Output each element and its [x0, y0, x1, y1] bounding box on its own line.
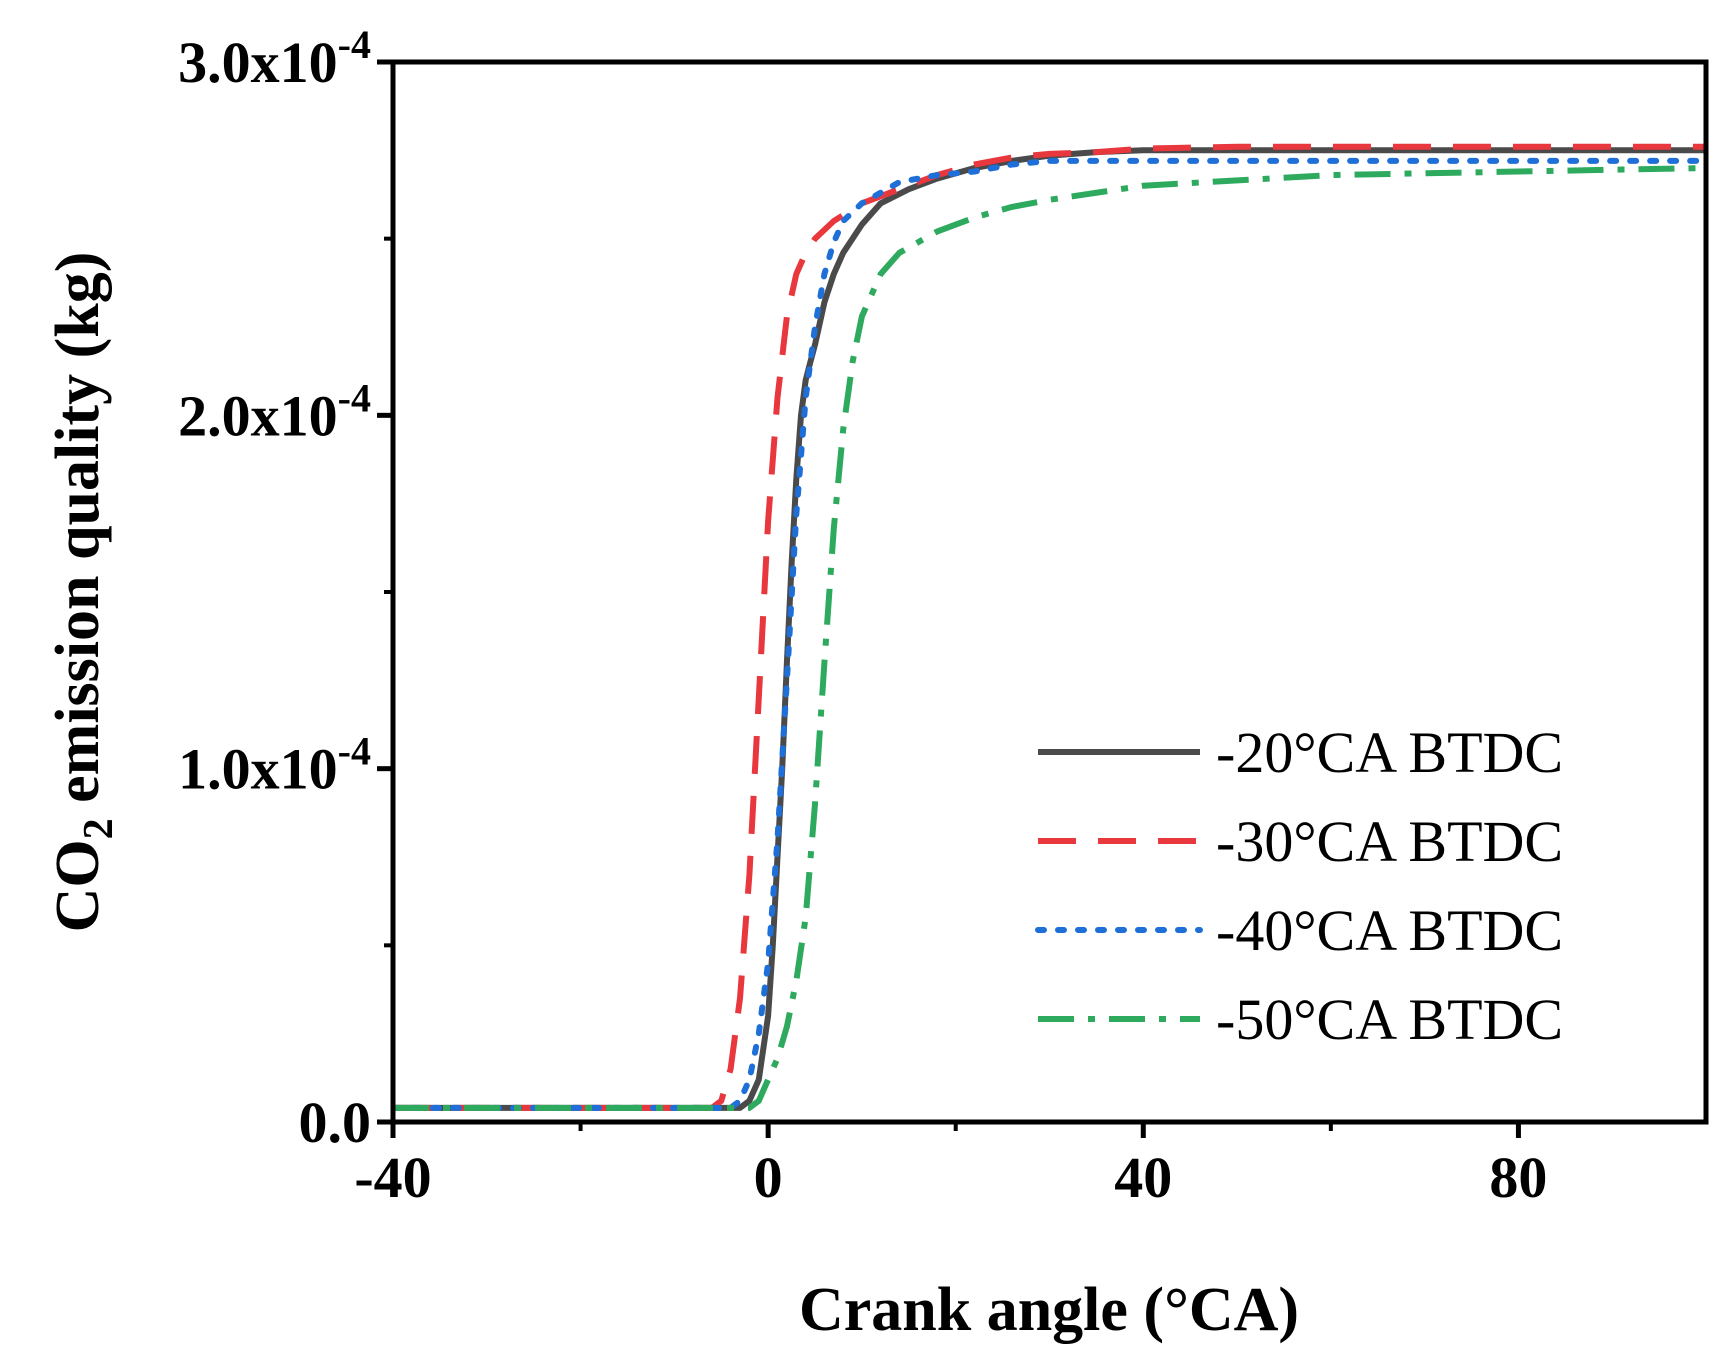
legend-label-4: -50°CA BTDC — [1216, 987, 1563, 1052]
y-tick-exponent: -4 — [338, 729, 371, 774]
y-tick-label: 2.0x10-4 — [178, 375, 371, 448]
legend-label-1: -20°CA BTDC — [1216, 720, 1563, 785]
y-tick-label: 0.0 — [299, 1090, 372, 1155]
series-line-4 — [393, 165, 1706, 1111]
y-tick-exponent: -4 — [338, 375, 371, 420]
y-tick-label: 1.0x10-4 — [178, 729, 371, 802]
y-axis-title-subscript: 2 — [76, 818, 122, 839]
y-tick-mantissa: 2.0x10 — [178, 383, 338, 448]
plot-lines — [393, 143, 1706, 1111]
x-tick-label: -40 — [354, 1145, 431, 1210]
x-axis-title: Crank angle (°CA) — [799, 1276, 1299, 1344]
x-tick-label: 0 — [754, 1145, 783, 1210]
y-tick-mantissa: 1.0x10 — [178, 737, 338, 802]
axis-ticks — [377, 59, 1521, 1138]
y-axis-title-rest: emission quality (kg) — [44, 252, 112, 819]
y-tick-labels: 0.01.0x10-42.0x10-43.0x10-4 — [178, 22, 371, 1155]
x-tick-label: 80 — [1489, 1145, 1547, 1210]
legend-label-3: -40°CA BTDC — [1216, 898, 1563, 963]
x-tick-label: 40 — [1114, 1145, 1172, 1210]
plot-frame — [390, 59, 1709, 1125]
y-tick-exponent: -4 — [338, 22, 371, 67]
y-tick-mantissa: 3.0x10 — [178, 30, 338, 95]
x-tick-labels: -40 0 40 80 — [354, 1145, 1547, 1210]
series-line-3 — [393, 157, 1706, 1111]
y-axis-title: CO2 emission quality (kg) — [44, 252, 122, 933]
series-line-2 — [393, 143, 1706, 1111]
y-tick-label: 3.0x10-4 — [178, 22, 371, 95]
series-line-1 — [393, 147, 1706, 1111]
legend: -20°CA BTDC -30°CA BTDC -40°CA BTDC -50°CA … — [1035, 720, 1563, 1052]
legend-label-2: -30°CA BTDC — [1216, 809, 1563, 874]
y-axis-title-main: CO — [44, 839, 112, 932]
